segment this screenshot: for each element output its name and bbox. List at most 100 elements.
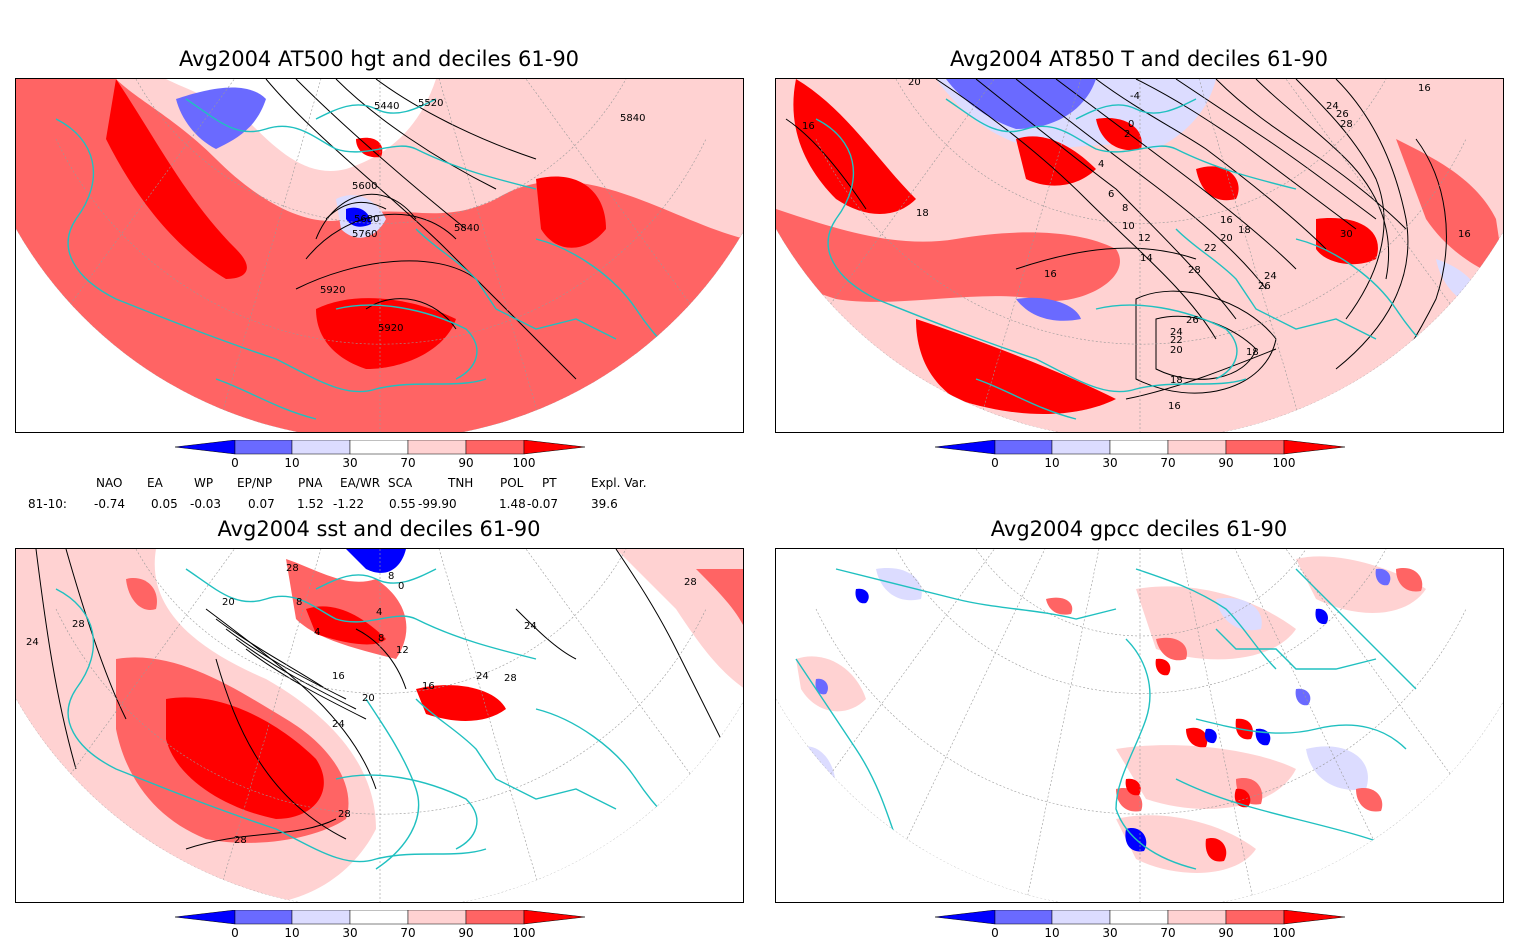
contour-label: 4 [376,607,382,618]
contour-label: 16 [1044,269,1057,280]
contour-label: 24 [476,671,489,682]
index-value: 0.07 [248,497,275,511]
map-gpcc [776,549,1503,902]
colorbar-tick: 30 [1102,456,1118,470]
contour-label: 28 [684,577,697,588]
colorbar-swatches [174,439,586,455]
contour-label: 28 [1188,265,1201,276]
colorbar-at850: 0 10 30 70 90 100 [934,439,1375,480]
contour-label: 22 [1170,335,1183,346]
contour-label: 20 [908,79,921,88]
index-value: -0.74 [94,497,126,511]
contour-label: 24 [1326,101,1339,112]
contour-label: 5920 [320,285,345,296]
panel-title-at500: Avg2004 AT500 hgt and deciles 61-90 [178,47,580,71]
colorbar-tick: 10 [284,926,300,940]
panel-title-sst: Avg2004 sst and deciles 61-90 [217,517,541,541]
contour-label: 24 [1264,271,1277,282]
contour-label: 18 [1238,225,1251,236]
contour-label: 26 [1258,281,1271,292]
contour-label: 6 [1108,189,1114,200]
index-value: 0.05 [151,497,178,511]
contour-label: 5840 [454,223,479,234]
index-value: -0.07 [527,497,559,511]
contour-label: 18 [1246,347,1259,358]
index-header: TNH [448,476,474,490]
colorbar-tick: 100 [512,926,536,940]
colorbar-tick: 30 [1102,926,1118,940]
index-row-label: 81-10: [28,497,67,511]
index-value: 39.6 [591,497,618,511]
map-panel-sst: 28 24 28 20 16 20 24 28 28 8 4 8 0 4 8 1… [15,548,744,903]
colorbar-tick: 10 [1044,456,1060,470]
contour-label: 16 [1168,401,1181,412]
index-header: POL [500,476,524,490]
index-header: NAO [96,476,123,490]
contour-label: 16 [1458,229,1471,240]
contour-label: 5520 [418,98,443,109]
contour-label: 8 [388,571,394,582]
index-value: -1.22 [333,497,365,511]
index-header: EA/WR [340,476,381,490]
contour-label: 20 [362,693,375,704]
index-header: WP [194,476,214,490]
index-header: PT [542,476,557,490]
colorbar-swatches [934,439,1346,455]
colorbar-swatches [934,909,1346,925]
contour-label: 20 [222,597,235,608]
contour-label: 24 [524,621,537,632]
contour-label: 5600 [352,181,377,192]
contour-label: 30 [1340,229,1353,240]
contour-label: 10 [1122,221,1135,232]
contour-label: 28 [72,619,85,630]
contour-label: 28 [504,673,517,684]
contour-label: 16 [422,681,435,692]
map-sst: 28 24 28 20 16 20 24 28 28 8 4 8 0 4 8 1… [16,549,743,902]
contour-label: 16 [1418,83,1431,94]
contour-label: 5760 [352,229,377,240]
contour-label: 5840 [620,113,645,124]
contour-label: 28 [286,563,299,574]
colorbar-tick: 70 [1160,456,1176,470]
contour-label: 18 [1170,375,1183,386]
map-panel-gpcc [775,548,1504,903]
index-header: Expl. Var. [591,476,647,490]
colorbar-tick: 90 [1218,456,1234,470]
index-header: SCA [388,476,413,490]
contour-label: 24 [1170,327,1183,338]
colorbar-tick: 90 [1218,926,1234,940]
colorbar-tick: 0 [231,456,239,470]
contour-label: 14 [1140,253,1153,264]
contour-label: 5440 [374,101,399,112]
contour-label: 12 [396,645,409,656]
contour-label: 28 [1340,119,1353,130]
contour-label: 8 [378,633,384,644]
contour-label: 5920 [378,323,403,334]
colorbar-tick: 70 [400,456,416,470]
contour-label: 8 [296,597,302,608]
contour-label: 18 [916,208,929,219]
contour-label: 24 [26,637,39,648]
contour-label: 20 [1170,345,1183,356]
contour-label: 2 [1124,129,1130,140]
colorbar-tick: 0 [231,926,239,940]
contour-label: 8 [1122,203,1128,214]
colorbar-tick: 90 [458,926,474,940]
contour-label: 16 [1220,215,1233,226]
colorbar-tick: 10 [284,456,300,470]
panel-title-at850: Avg2004 AT850 T and deciles 61-90 [949,47,1329,71]
map-panel-at500: 5440 5520 5840 5600 5680 5760 5840 5920 … [15,78,744,433]
contour-label: 24 [332,719,345,730]
colorbar-swatches [174,909,586,925]
contour-label: 16 [802,121,815,132]
contour-label: 0 [398,581,404,592]
map-at500: 5440 5520 5840 5600 5680 5760 5840 5920 … [16,79,743,432]
map-at850: 20 18 16 -4 0 2 4 6 8 10 12 14 16 18 20 … [776,79,1503,432]
contour-label: 5680 [354,214,379,225]
contour-label: 4 [314,627,320,638]
index-header: PNA [298,476,323,490]
index-value: 1.52 [297,497,324,511]
contour-label: 12 [1138,233,1151,244]
colorbar-tick: 100 [1272,926,1296,940]
colorbar-tick: 30 [342,456,358,470]
